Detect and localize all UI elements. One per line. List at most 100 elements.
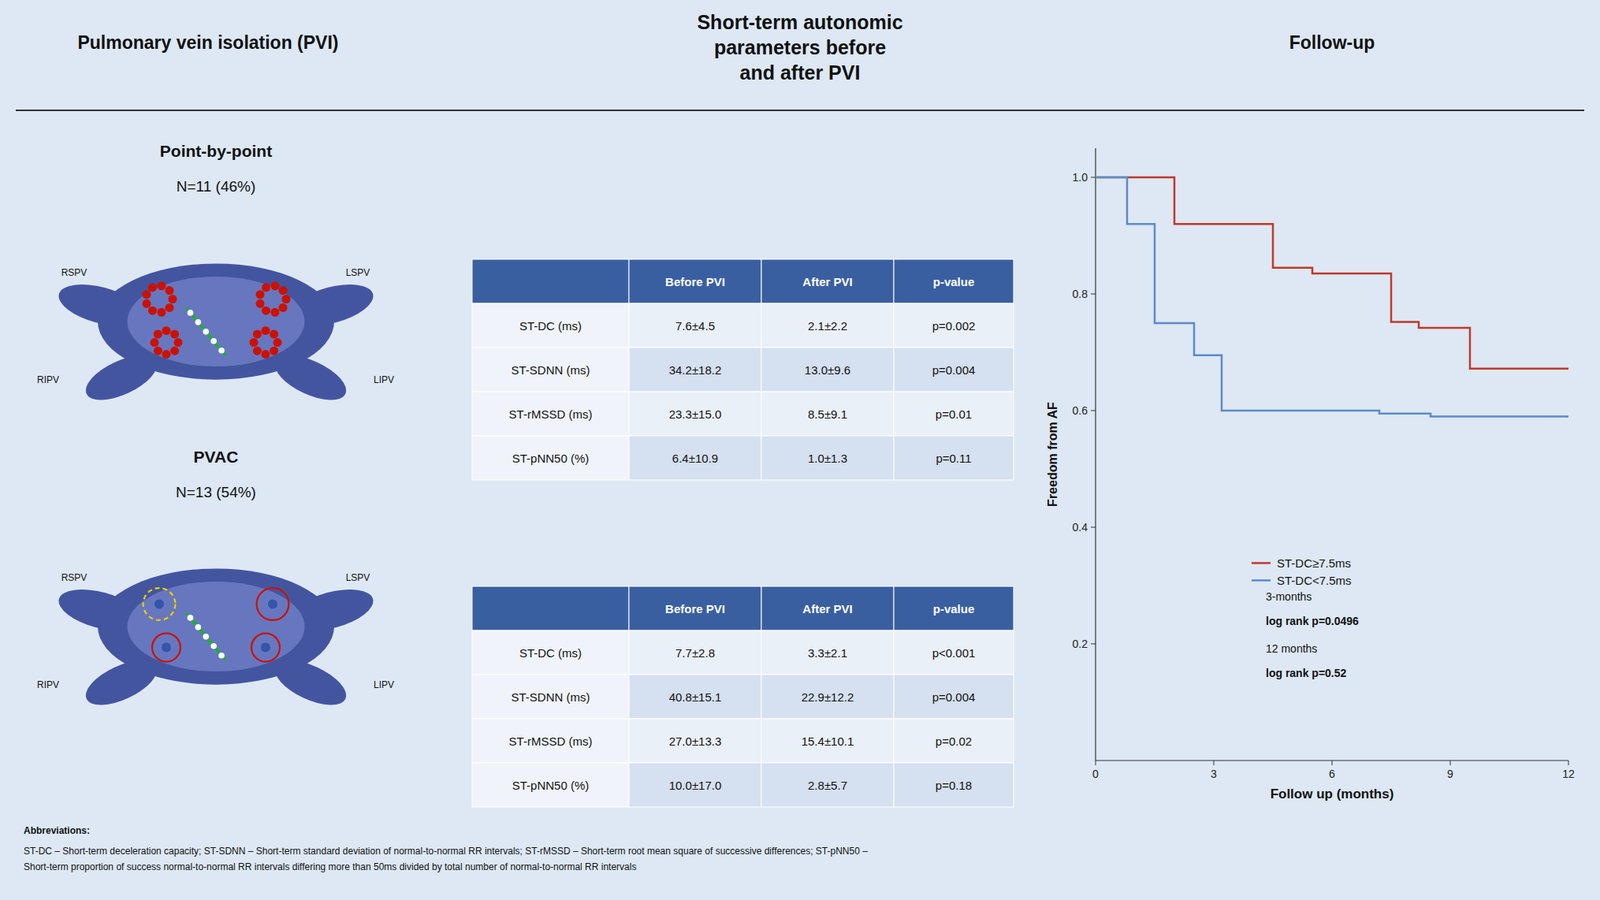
vein-ostium: [161, 643, 172, 653]
table-cell: [893, 391, 1014, 436]
x-tick: [1450, 760, 1452, 766]
catheter: [186, 613, 227, 661]
table-cell-text: 27.0±13.3: [669, 734, 722, 748]
ablation-point: [261, 282, 271, 292]
page: Short-term autonomicparameters beforeand…: [0, 0, 1600, 900]
catheter: [186, 308, 227, 356]
y-tick: [1090, 410, 1096, 412]
table-cell: [628, 435, 762, 480]
vein-label: LSPV: [346, 572, 371, 584]
stats-annotation: 12 months: [1265, 642, 1318, 655]
y-tick: [1090, 527, 1096, 529]
table-cell: [893, 303, 1014, 348]
ablation-point: [165, 303, 175, 313]
ablation-point: [269, 329, 279, 339]
background: [0, 0, 1600, 900]
catheter-electrode: [195, 319, 202, 326]
x-tick-label: 0: [1092, 767, 1099, 781]
catheter-electrode: [210, 338, 217, 345]
ablation-point: [148, 306, 157, 316]
table-header-text: After PVI: [802, 602, 853, 616]
ablation-point: [279, 286, 288, 295]
stats-annotation: log rank p=0.52: [1265, 666, 1347, 680]
table-cell: [628, 391, 762, 436]
series-group: [1095, 177, 1569, 417]
table-cell-text: 10.0±17.0: [669, 778, 722, 793]
y-tick-label: 0.8: [1072, 287, 1089, 301]
table-cell-text: 15.4±10.1: [801, 734, 855, 748]
vein-label: LIPV: [373, 679, 395, 691]
y-tick: [1090, 293, 1096, 295]
ablation-point: [279, 303, 288, 313]
table-cell-text: 34.2±18.2: [669, 363, 722, 377]
table-header-cell: [472, 259, 629, 304]
table-header-text: Before PVI: [665, 275, 726, 289]
heart-diagram: [54, 568, 378, 715]
table-cell: [628, 762, 762, 808]
ablation-point: [153, 329, 163, 339]
x-tick-label: 9: [1447, 767, 1454, 781]
table-cell-text: ST-rMSSD (ms): [509, 407, 593, 421]
table-cell: [628, 347, 762, 392]
vein-label: LSPV: [346, 267, 371, 279]
table-header-text: Before PVI: [665, 602, 726, 616]
table-header-cell: [628, 259, 762, 304]
ablation-ring: [256, 587, 290, 621]
x-tick-label: 3: [1210, 767, 1217, 781]
y-tick-label: 0.6: [1072, 404, 1089, 417]
ablation-ring: [152, 633, 181, 663]
atrium-inner: [127, 581, 306, 672]
ablation-point: [165, 286, 175, 295]
table-header-text: p-value: [933, 602, 975, 616]
catheter-electrode: [210, 643, 217, 650]
table-cell: [893, 630, 1014, 675]
table-cell-text: ST-DC (ms): [519, 646, 582, 660]
main-title: Short-term autonomicparameters beforeand…: [696, 11, 903, 84]
vein-ostium: [154, 599, 164, 610]
abbreviations-text: Short-term proportion of success normal-…: [23, 861, 637, 873]
series-line: [1095, 177, 1569, 417]
y-tick-label: 1.0: [1072, 171, 1089, 184]
vein-label: LIPV: [373, 374, 395, 386]
y-axis-label: Freedom from AF: [1045, 401, 1060, 507]
table-cell: [761, 762, 894, 808]
table-header-cell: [628, 586, 762, 631]
series-line: [1095, 177, 1569, 369]
ablation-point: [142, 290, 152, 299]
x-tick: [1095, 760, 1097, 766]
catheter-electrode: [218, 652, 225, 659]
table-cell: [628, 303, 762, 348]
vein-ostium: [260, 643, 271, 653]
legend-swatch: [1251, 561, 1271, 565]
ablation-point: [174, 338, 183, 347]
ablation-point: [270, 281, 280, 291]
table-cell-text: p=0.11: [935, 451, 972, 466]
table-cell-text: p=0.18: [935, 778, 972, 793]
group-title: Point-by-point: [160, 141, 272, 160]
table-header-text: After PVI: [802, 275, 853, 289]
ablation-point: [249, 338, 259, 347]
table-cell-text: 6.4±10.9: [672, 451, 719, 466]
table-header-cell: [472, 586, 629, 631]
table-cell: [893, 674, 1014, 719]
table-header-cell: [761, 259, 894, 304]
y-axis-line: [1094, 148, 1096, 761]
table: Before PVIAfter PVIp-valueST-DC (ms)7.7±…: [472, 586, 1014, 808]
x-axis-label: Follow up (months): [1270, 786, 1395, 802]
table-cell: [628, 674, 762, 719]
table-cell-text: ST-SDNN (ms): [511, 363, 591, 377]
catheter-electrode: [202, 328, 209, 335]
ablation-point: [261, 326, 271, 335]
table-header-text: p-value: [933, 275, 975, 289]
vein-label: RIPV: [37, 679, 60, 691]
table-cell-text: 3.3±2.1: [807, 646, 848, 660]
x-tick-label: 6: [1328, 767, 1336, 781]
table-cell-text: 2.1±2.2: [807, 319, 848, 333]
table-cell: [761, 303, 894, 348]
table-cell: [472, 303, 629, 348]
table-cell: [893, 718, 1014, 763]
vein-label: RSPV: [61, 267, 88, 279]
group-subtitle: N=13 (54%): [175, 483, 257, 501]
table-header-cell: [761, 586, 894, 631]
table-cell: [893, 762, 1014, 808]
